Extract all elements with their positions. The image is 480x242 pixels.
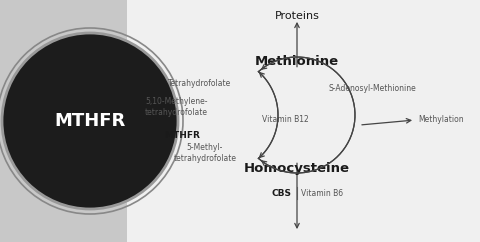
Text: S-Adenosyl-Methionine: S-Adenosyl-Methionine xyxy=(328,84,416,93)
Text: Homocysteine: Homocysteine xyxy=(244,162,350,175)
Text: Methionine: Methionine xyxy=(255,55,339,68)
Text: MTHFR: MTHFR xyxy=(54,112,126,130)
Text: CBS: CBS xyxy=(272,189,292,197)
Text: Vitamin B12: Vitamin B12 xyxy=(262,114,308,123)
Text: 5-Methyl-
tetrahydrofolate: 5-Methyl- tetrahydrofolate xyxy=(173,143,237,163)
Bar xyxy=(0,0,127,242)
Text: Methylation: Methylation xyxy=(418,115,464,124)
Circle shape xyxy=(2,33,178,209)
Text: Tetrahydrofolate: Tetrahydrofolate xyxy=(168,79,232,88)
Text: 5,10-Methylene-
tetrahydrofolate: 5,10-Methylene- tetrahydrofolate xyxy=(145,97,208,117)
Text: MTHFR: MTHFR xyxy=(164,131,200,140)
Text: Proteins: Proteins xyxy=(275,11,319,21)
Bar xyxy=(127,0,480,242)
Text: Vitamin B6: Vitamin B6 xyxy=(301,189,343,197)
